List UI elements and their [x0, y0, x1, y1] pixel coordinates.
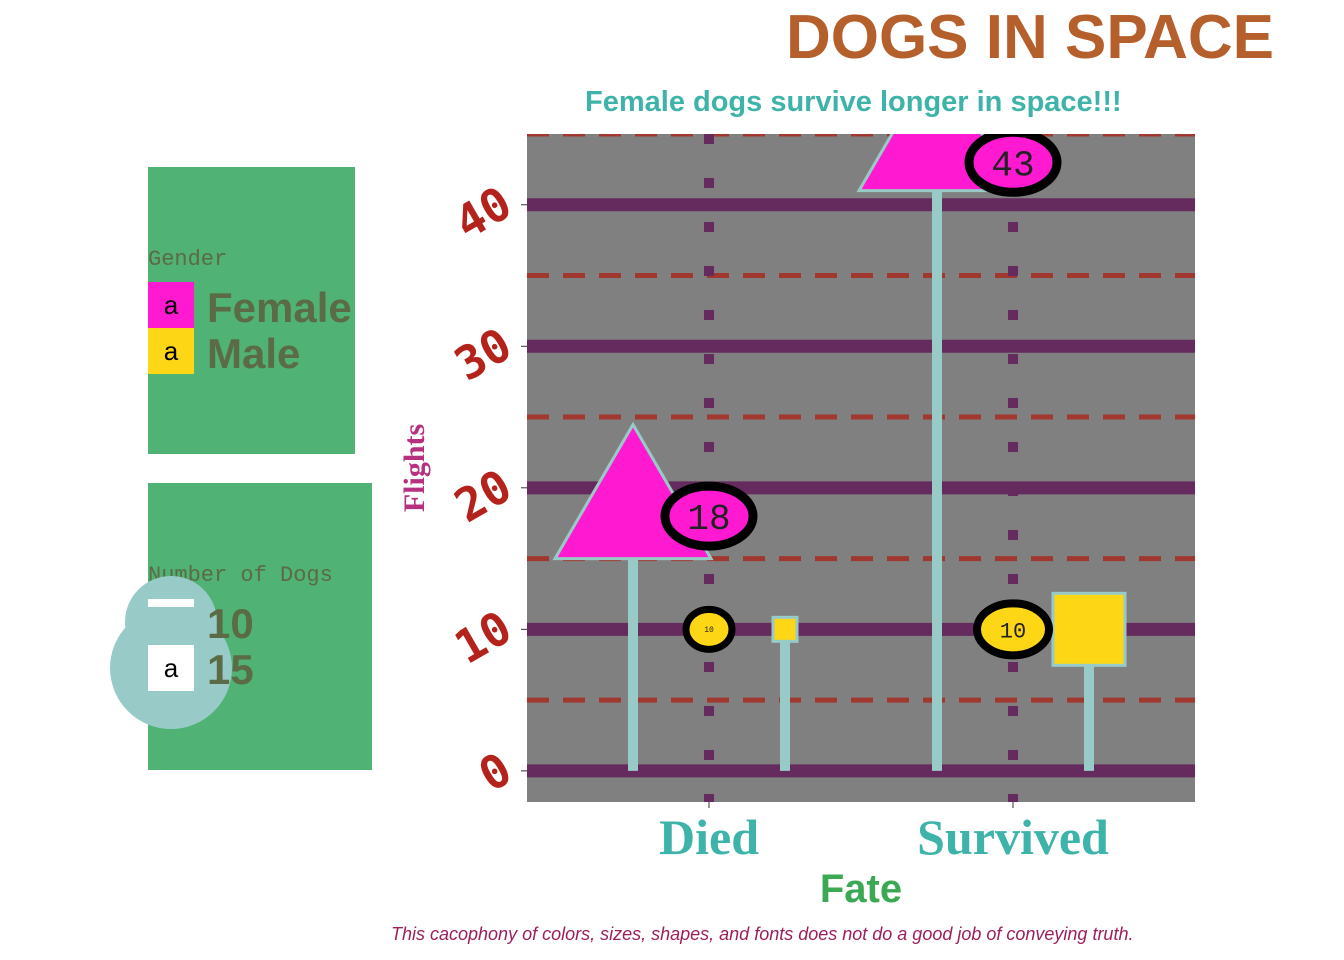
legend-label-female: Female [207, 284, 352, 331]
y-axis-title: Flights [398, 424, 431, 512]
legend-label-15: 15 [207, 646, 254, 693]
y-tick-label: 0 [470, 742, 521, 803]
chart-title: DOGS IN SPACE [785, 3, 1274, 72]
y-tick-label: 10 [446, 600, 521, 674]
gender-legend: Gender a Female a Male [148, 167, 355, 454]
y-tick-label: 20 [446, 459, 521, 533]
value-label-bubble [973, 599, 1053, 660]
value-label-bubble [660, 481, 758, 551]
legend-size-key-10-box [148, 599, 194, 607]
legend-size-key-15-box [148, 645, 194, 691]
plot-layer: 18 10 43 10 [527, 134, 1195, 802]
chart-subtitle: Female dogs survive longer in space!!! [585, 86, 1122, 118]
chart-caption: This cacophony of colors, sizes, shapes,… [391, 924, 1134, 944]
gender-legend-title: Gender [148, 247, 228, 272]
x-tick-label: Survived [917, 809, 1109, 865]
y-tick-label: 40 [446, 176, 521, 250]
legend-label-10: 10 [207, 600, 254, 647]
value-label-text: 18 [687, 499, 730, 540]
legend-key-15-glyph: a [163, 652, 179, 683]
y-tick-label: 30 [446, 317, 521, 391]
value-label-text: 43 [991, 145, 1034, 186]
lollipop-head-male [771, 615, 799, 643]
value-label-bubble [682, 605, 736, 653]
x-tick-label: Died [659, 809, 759, 865]
legend-key-male: a [148, 328, 194, 374]
legend-key-female: a [148, 282, 194, 328]
legend-size-keys [110, 576, 232, 729]
value-label-bubble [964, 134, 1062, 197]
lollipop-head-male [1051, 591, 1127, 667]
legend-label-male: Male [207, 330, 301, 377]
x-axis-title: Fate [820, 867, 902, 911]
size-legend: Number of Dogs a 10 15 [110, 483, 372, 770]
value-label-text: 10 [1000, 619, 1026, 644]
value-label-text: 10 [704, 626, 714, 635]
